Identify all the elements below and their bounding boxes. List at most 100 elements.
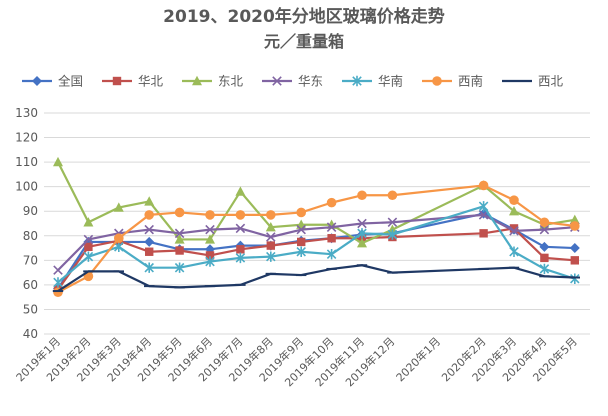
- plot-area: [52, 156, 580, 298]
- legend-item: 华南: [342, 74, 403, 89]
- y-tick-label: 50: [23, 302, 38, 316]
- data-point: [296, 207, 307, 218]
- data-point: [144, 236, 155, 247]
- series-line: [57, 205, 576, 284]
- data-point: [387, 190, 398, 201]
- data-point: [236, 245, 245, 254]
- data-point: [205, 224, 215, 235]
- legend-marker: [192, 75, 202, 86]
- data-point: [174, 207, 185, 218]
- data-point: [357, 190, 367, 201]
- data-point: [265, 221, 276, 232]
- y-axis: 40 50 60 70 80 90 100 110 120 130: [15, 106, 38, 341]
- data-point: [570, 256, 579, 265]
- data-point: [53, 277, 63, 288]
- data-point: [326, 222, 337, 232]
- data-point: [83, 234, 94, 245]
- data-point: [357, 228, 367, 239]
- data-point: [266, 210, 276, 220]
- y-tick-label: 60: [23, 278, 38, 292]
- legend-item: 全国: [22, 74, 83, 89]
- data-point: [509, 246, 519, 257]
- legend-label: 东北: [218, 74, 244, 89]
- series-西北: [52, 264, 580, 293]
- legend-label: 华北: [138, 74, 164, 89]
- series-华东: [53, 210, 580, 275]
- data-point: [387, 229, 398, 240]
- data-point: [144, 224, 154, 235]
- data-point: [145, 247, 154, 256]
- legend-marker: [272, 76, 282, 86]
- data-point: [174, 262, 185, 273]
- legend-label: 西南: [458, 74, 483, 89]
- data-point: [266, 251, 276, 262]
- data-point: [266, 241, 275, 250]
- data-point: [113, 202, 124, 212]
- data-point: [509, 224, 519, 233]
- data-point: [357, 218, 367, 229]
- data-point: [509, 226, 519, 236]
- chart-subtitle: 元／重量箱: [264, 32, 344, 51]
- y-tick-label: 110: [15, 155, 38, 169]
- series-华南: [53, 201, 580, 288]
- data-point: [569, 214, 580, 225]
- legend-item: 华东: [262, 74, 323, 89]
- data-point: [53, 156, 63, 167]
- legend-marker: [112, 76, 122, 86]
- data-point: [539, 241, 550, 252]
- series-东北: [53, 156, 580, 248]
- series-line: [57, 264, 575, 292]
- data-point: [570, 221, 580, 231]
- legend-marker: [32, 76, 42, 86]
- y-tick-label: 90: [23, 204, 38, 218]
- data-point: [144, 196, 155, 206]
- data-point: [84, 242, 93, 252]
- data-point: [83, 217, 94, 227]
- data-point: [539, 217, 550, 228]
- data-point: [479, 229, 488, 238]
- data-point: [387, 217, 398, 228]
- legend-marker: [432, 76, 442, 86]
- y-tick-label: 120: [15, 131, 38, 145]
- y-tick-label: 70: [23, 253, 38, 267]
- data-point: [539, 224, 550, 235]
- legend-label: 全国: [58, 74, 83, 89]
- data-point: [509, 195, 519, 205]
- legend-item: 西南: [422, 74, 483, 89]
- legend-item: 华北: [102, 74, 164, 89]
- legend-item: 西北: [502, 74, 564, 89]
- data-point: [205, 234, 215, 244]
- data-point: [205, 251, 215, 260]
- data-point: [297, 237, 306, 247]
- data-point: [540, 253, 549, 263]
- series-line: [57, 161, 575, 245]
- data-point: [570, 273, 580, 284]
- data-point: [357, 237, 367, 248]
- legend-item: 东北: [182, 74, 244, 89]
- data-point: [235, 186, 246, 196]
- data-point: [478, 201, 489, 212]
- legend-marker: [352, 75, 362, 87]
- data-point: [174, 228, 185, 239]
- chart-gridlines: [44, 112, 590, 335]
- data-point: [296, 246, 306, 257]
- legend-label: 华东: [298, 74, 323, 89]
- data-point: [144, 262, 154, 273]
- y-tick-label: 40: [23, 327, 38, 341]
- data-point: [205, 210, 215, 220]
- chart-legend: 全国 华北 东北 华东 华南 西南 西北: [22, 74, 564, 89]
- series-line: [57, 213, 575, 271]
- data-point: [114, 233, 124, 244]
- data-point: [235, 223, 246, 234]
- data-point: [326, 197, 337, 208]
- y-tick-label: 80: [23, 229, 38, 243]
- y-tick-label: 130: [15, 106, 38, 120]
- data-point: [296, 224, 306, 235]
- data-point: [235, 252, 246, 264]
- data-point: [83, 251, 94, 262]
- data-point: [174, 234, 185, 244]
- data-point: [175, 246, 184, 255]
- data-point: [326, 248, 337, 260]
- data-point: [144, 210, 154, 220]
